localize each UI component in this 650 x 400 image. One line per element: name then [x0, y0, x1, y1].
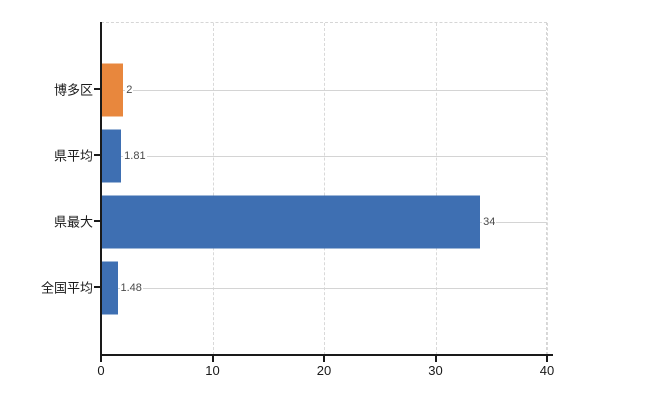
category-gridline	[101, 156, 546, 157]
y-axis-tick	[94, 154, 100, 156]
x-tick-label: 30	[428, 363, 443, 378]
x-tick-label: 20	[316, 363, 332, 378]
x-tick-label: 10	[205, 363, 220, 378]
x-gridline	[547, 23, 548, 355]
y-axis-tick	[94, 220, 100, 222]
x-axis-tick	[323, 356, 325, 362]
bar-3	[101, 195, 481, 249]
category-label: 県平均	[53, 148, 93, 164]
x-axis-tick	[434, 356, 437, 362]
category-label: 博多区	[53, 82, 93, 98]
bar-value-label: 1.48	[119, 281, 143, 295]
category-gridline	[101, 90, 546, 91]
x-gridline	[324, 23, 325, 355]
y-axis-line	[100, 22, 102, 355]
category-label: 全国平均	[40, 280, 93, 296]
x-axis-tick	[100, 356, 102, 362]
x-gridline	[435, 23, 437, 355]
bar-value-label: 2	[125, 83, 134, 97]
x-tick-label: 40	[539, 363, 555, 378]
bar-value-label: 34	[482, 215, 497, 229]
x-tick-label: 0	[97, 363, 105, 378]
bar-4	[101, 261, 118, 315]
y-axis-tick	[94, 88, 100, 90]
category-gridline	[101, 288, 546, 289]
bar-1	[101, 63, 124, 117]
y-axis-tick	[94, 286, 100, 288]
bar-value-label: 1.81	[123, 149, 147, 163]
bar-2	[101, 129, 122, 183]
x-gridline	[212, 23, 214, 355]
x-axis-tick	[211, 356, 214, 362]
x-axis-tick	[546, 356, 548, 362]
plot-area: 2 1.81 34 1.48	[101, 22, 548, 355]
category-label: 県最大	[53, 214, 93, 230]
x-axis-line	[100, 354, 553, 356]
